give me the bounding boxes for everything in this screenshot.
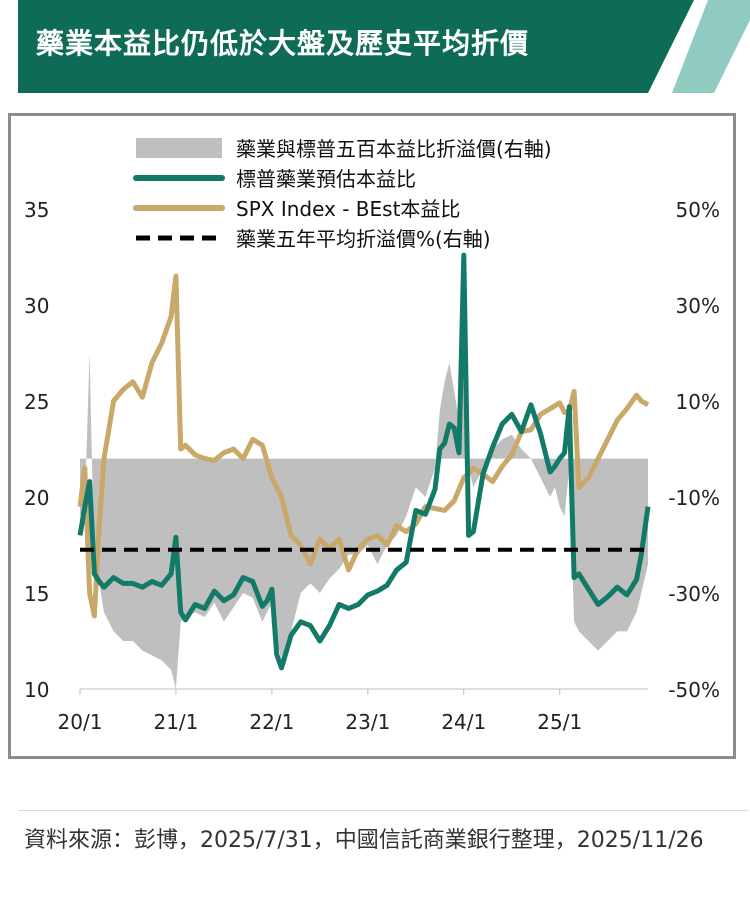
left-tick-label: 15 bbox=[24, 582, 49, 606]
x-tick-label: 24/1 bbox=[441, 710, 486, 734]
source-note: 資料來源：彭博，2025/7/31，中國信託商業銀行整理，2025/11/26 bbox=[24, 828, 704, 853]
chart-frame bbox=[8, 113, 736, 759]
axes: 20/1 21/1 22/1 23/1 24/1 25/1 35 30 25 20 15 10 50% 3… bbox=[24, 198, 720, 734]
title-banner bbox=[18, 0, 750, 93]
premium-area bbox=[80, 343, 648, 689]
legend: 藥業與標普五百本益比折溢價(右軸) 標普藥業預估本益比 SPX Index - BE… bbox=[133, 137, 552, 251]
right-tick-label: -10% bbox=[668, 486, 720, 510]
plot-area bbox=[77, 252, 651, 689]
divider bbox=[18, 810, 748, 811]
left-tick-label: 20 bbox=[24, 486, 49, 510]
x-tick-label: 25/1 bbox=[537, 710, 582, 734]
right-tick-label: 50% bbox=[676, 198, 720, 222]
legend-label: 藥業與標普五百本益比折溢價(右軸) bbox=[236, 137, 552, 161]
pharma-pe-line bbox=[77, 252, 651, 671]
right-tick-label: 10% bbox=[676, 390, 720, 414]
legend-label: 標普藥業預估本益比 bbox=[236, 167, 416, 191]
left-tick-label: 10 bbox=[24, 678, 49, 702]
right-tick-label: 30% bbox=[676, 294, 720, 318]
legend-label: 藥業五年平均折溢價%(右軸) bbox=[236, 227, 491, 251]
left-tick-label: 25 bbox=[24, 390, 49, 414]
legend-swatch-area bbox=[136, 138, 222, 158]
x-tick-label: 22/1 bbox=[249, 710, 294, 734]
left-tick-label: 30 bbox=[24, 294, 49, 318]
chart: 藥業與標普五百本益比折溢價(右軸) 標普藥業預估本益比 SPX Index - BE… bbox=[24, 137, 720, 734]
left-tick-label: 35 bbox=[24, 198, 49, 222]
x-tick-label: 21/1 bbox=[153, 710, 198, 734]
x-tick-label: 23/1 bbox=[345, 710, 390, 734]
right-tick-label: -50% bbox=[668, 678, 720, 702]
spx-pe-line bbox=[77, 273, 650, 619]
page-title: 藥業本益比仍低於大盤及歷史平均折價 bbox=[36, 27, 530, 60]
x-tick-label: 20/1 bbox=[58, 710, 103, 734]
legend-label: SPX Index - BEst本益比 bbox=[236, 197, 460, 221]
right-tick-label: -30% bbox=[668, 582, 720, 606]
